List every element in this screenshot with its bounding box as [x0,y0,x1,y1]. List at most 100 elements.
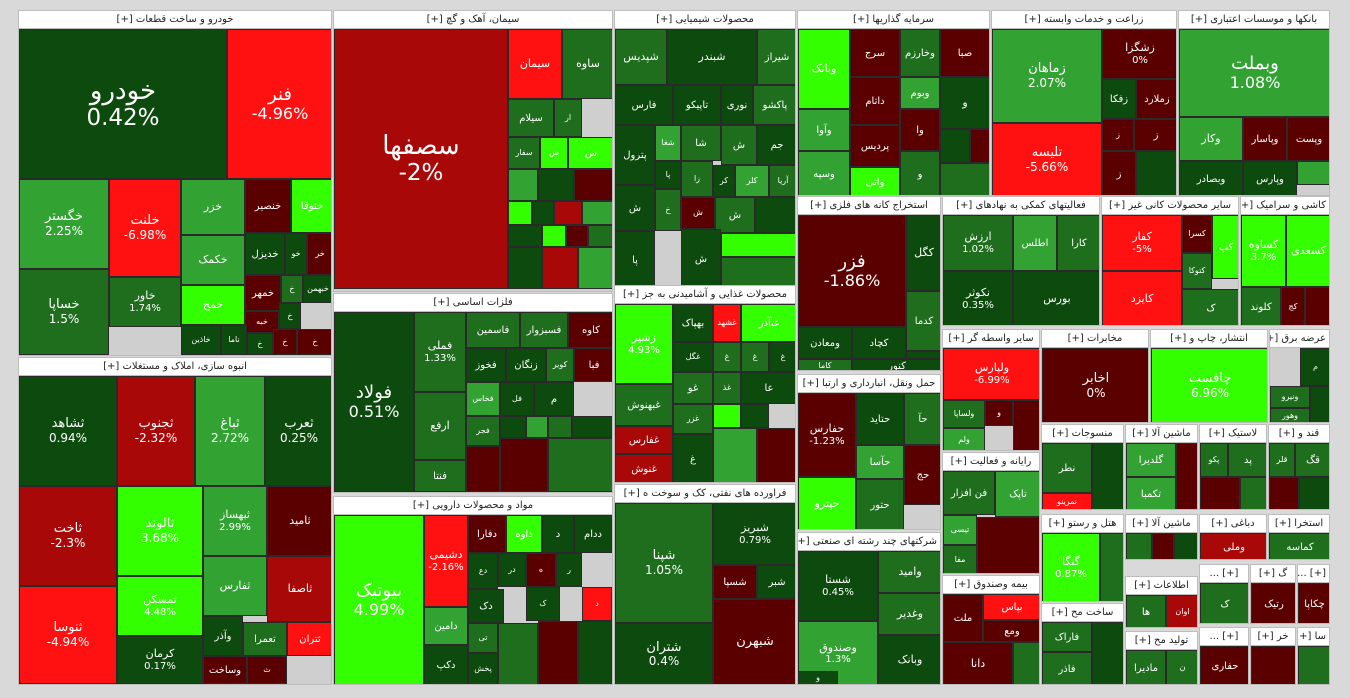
stock-tile[interactable]: نمرینو [1042,493,1092,509]
stock-tile[interactable]: ولساپا [943,400,985,428]
stock-tile[interactable]: حآ [904,393,940,445]
stock-tile[interactable]: نطر [1042,443,1092,493]
stock-tile[interactable]: دامین [424,607,468,645]
stock-tile[interactable] [500,438,548,492]
stock-tile[interactable] [1013,642,1039,684]
stock-tile[interactable]: تاپیکو [673,85,721,125]
stock-tile[interactable]: کپ [1212,215,1238,279]
stock-tile[interactable]: ثجنوب -2.32% [117,376,195,486]
sector-title[interactable]: اطلاعات [+] [1126,577,1197,595]
stock-tile[interactable]: خ [297,329,331,355]
sector-title[interactable]: فلزات اساسی [+] [334,294,612,312]
stock-tile[interactable]: دشیمی -2.16% [424,515,468,607]
stock-tile[interactable] [1136,151,1176,195]
stock-tile[interactable] [713,428,757,482]
sector-title[interactable]: رایانه و فعالیت [+] [943,453,1039,471]
stock-tile[interactable]: کر [713,165,735,197]
stock-tile[interactable]: نکوثر 0.35% [943,271,1013,325]
sector-title[interactable]: محصولات غذایی و آشامیدنی به جز [+] [615,286,795,304]
stock-tile[interactable]: کنور [852,359,940,370]
stock-tile[interactable]: خمح [181,285,245,325]
stock-tile[interactable]: مفا [943,545,977,573]
stock-tile[interactable]: غبآذر [741,304,795,342]
stock-tile[interactable] [1092,443,1123,509]
stock-tile[interactable]: ارزش 1.02% [943,215,1013,271]
stock-tile[interactable] [538,169,574,201]
sector-title[interactable]: انتشار، چاپ و [+] [1151,330,1267,348]
stock-tile[interactable]: کفار -5% [1102,215,1182,271]
stock-tile[interactable]: تلیسه -5.66% [992,123,1102,195]
stock-tile[interactable]: تعمرا [243,622,287,656]
stock-tile[interactable]: خدیزل [245,233,285,275]
stock-tile[interactable]: زماهان 2.07% [992,29,1102,123]
stock-tile[interactable]: ش [715,197,755,233]
stock-tile[interactable]: شا [681,125,721,161]
stock-tile[interactable]: تکمبا [1126,477,1176,509]
stock-tile[interactable]: کچاد [852,327,906,359]
stock-tile[interactable]: ش [721,125,757,165]
stock-tile[interactable]: غذ [713,372,741,404]
sector-title[interactable]: سایر واسطه گر [+] [943,330,1039,348]
stock-tile[interactable]: خنصیر [245,179,291,233]
stock-tile[interactable]: ارفع [414,392,466,460]
stock-tile[interactable]: ومع [983,620,1039,642]
stock-tile[interactable] [1310,386,1329,422]
stock-tile[interactable]: وبانک [798,29,850,109]
stock-tile[interactable]: کگل [906,215,940,291]
stock-tile[interactable]: فارس [615,85,673,125]
stock-tile[interactable]: ونیرو [1270,386,1310,408]
stock-tile[interactable] [1298,646,1329,684]
stock-tile[interactable] [755,197,795,233]
stock-tile[interactable]: ناما [221,325,247,355]
stock-tile[interactable]: حفاری [1200,646,1248,684]
stock-tile[interactable]: شغا [655,125,681,161]
stock-tile[interactable]: تاپک [995,471,1039,517]
stock-tile[interactable]: عا [741,372,795,404]
stock-tile[interactable]: کدما [906,291,940,351]
stock-tile[interactable]: شبهرن [713,599,795,684]
stock-tile[interactable]: خ [655,189,681,231]
sector-title[interactable]: سیمان، آهک و گچ [+] [334,11,612,29]
stock-tile[interactable] [940,163,989,195]
sector-title[interactable]: ماشین آلا [+] [1126,425,1197,443]
stock-tile[interactable]: وپست [1287,117,1329,161]
stock-tile[interactable]: پاکشو [753,85,795,125]
stock-tile[interactable]: کاما [798,359,852,370]
stock-tile[interactable] [906,351,940,359]
stock-tile[interactable]: بورس [1013,271,1099,325]
stock-tile[interactable]: خ [279,303,301,329]
stock-tile[interactable]: وغدیر [878,593,940,635]
sector-title[interactable]: محصولات شیمیایی [+] [615,11,795,29]
stock-tile[interactable]: فولاد 0.51% [334,312,414,492]
stock-tile[interactable]: فل [500,382,534,416]
stock-tile[interactable]: کویر [546,348,574,382]
stock-tile[interactable]: تی [468,623,498,653]
stock-tile[interactable]: غو [673,372,713,404]
stock-tile[interactable]: حفارس -1.23% [798,393,856,477]
stock-tile[interactable]: وآوا [798,109,850,151]
stock-tile[interactable]: پا [615,231,655,289]
stock-tile[interactable]: کج [1281,287,1305,325]
stock-tile[interactable] [538,621,578,684]
stock-tile[interactable]: خر [307,233,331,275]
sector-title[interactable]: حمل ونقل، انبارداری و ارتبا [+] [798,375,940,393]
stock-tile[interactable]: و [940,77,989,129]
sector-title[interactable]: ساخت مح [+] [1042,604,1123,622]
sector-title[interactable]: خر [+] [1251,628,1295,646]
stock-tile[interactable] [508,225,542,247]
stock-tile[interactable]: سیلام [508,99,554,137]
stock-tile[interactable]: ش [615,185,655,231]
stock-tile[interactable]: وبصادر [1179,161,1243,195]
stock-tile[interactable] [1126,533,1152,559]
stock-tile[interactable]: فاذر [1042,652,1092,684]
stock-tile[interactable]: وبانک [878,635,940,684]
stock-tile[interactable]: ساوه [562,29,612,99]
stock-tile[interactable]: ومعادن [798,327,852,359]
stock-tile[interactable]: فن افزار [943,471,995,515]
stock-tile[interactable]: پردیس [850,125,900,167]
stock-tile[interactable]: شتران 0.4% [615,623,713,684]
stock-tile[interactable]: غشهد [713,304,741,342]
stock-tile[interactable]: فخوز [466,348,506,382]
stock-tile[interactable] [977,517,1039,573]
sector-title[interactable]: [+] ... [1200,565,1248,583]
